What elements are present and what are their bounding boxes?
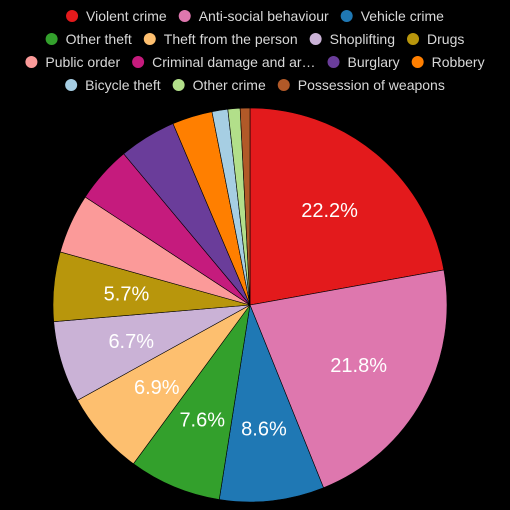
legend-label-drugs: Drugs — [427, 31, 464, 47]
legend-label-violent-crime: Violent crime — [86, 8, 167, 24]
slice-label-shoplifting: 6.7% — [108, 331, 154, 353]
slice-label-violent-crime: 22.2% — [301, 200, 358, 222]
slice-label-theft-from-the-person: 6.9% — [134, 377, 180, 399]
legend-item-criminal-damage-and-ar: Criminal damage and ar… — [132, 54, 316, 70]
legend-marker-vehicle-crime — [340, 10, 353, 22]
legend-label-burglary: Burglary — [348, 54, 400, 70]
legend-item-other-theft: Other theft — [45, 31, 132, 47]
legend-label-possession-of-weapons: Possession of weapons — [298, 77, 445, 93]
legend-label-other-theft: Other theft — [66, 31, 132, 47]
legend-item-vehicle-crime: Vehicle crime — [340, 8, 444, 24]
legend-item-shoplifting: Shoplifting — [309, 31, 395, 47]
legend-label-public-order: Public order — [45, 54, 120, 70]
slice-other-theft — [132, 304, 251, 500]
legend-marker-shoplifting — [309, 33, 322, 45]
legend-marker-drugs — [407, 33, 420, 45]
pie-slices — [52, 107, 448, 503]
legend-marker-anti-social-behaviour — [178, 10, 191, 22]
legend-marker-public-order — [25, 56, 38, 68]
slice-label-anti-social-behaviour: 21.8% — [330, 355, 387, 377]
legend-marker-theft-from-the-person — [143, 33, 156, 45]
slice-label-drugs: 5.7% — [104, 283, 150, 305]
slice-possession-of-weapons — [239, 107, 251, 306]
legend-label-robbery: Robbery — [432, 54, 485, 70]
legend-marker-bicycle-theft — [65, 79, 78, 91]
legend-item-public-order: Public order — [25, 54, 120, 70]
legend-label-other-crime: Other crime — [193, 77, 266, 93]
legend-marker-other-theft — [45, 33, 58, 45]
legend-marker-other-crime — [172, 79, 185, 91]
legend-item-robbery: Robbery — [411, 54, 485, 70]
legend-marker-violent-crime — [66, 10, 79, 22]
legend-item-anti-social-behaviour: Anti-social behaviour — [178, 8, 329, 24]
legend-label-anti-social-behaviour: Anti-social behaviour — [199, 8, 329, 24]
slice-anti-social-behaviour — [249, 269, 448, 489]
legend-marker-possession-of-weapons — [277, 79, 290, 91]
legend-item-bicycle-theft: Bicycle theft — [65, 77, 161, 93]
legend-item-theft-from-the-person: Theft from the person — [143, 31, 298, 47]
legend-item-possession-of-weapons: Possession of weapons — [277, 77, 445, 93]
legend-marker-burglary — [327, 56, 340, 68]
legend-item-drugs: Drugs — [407, 31, 464, 47]
legend-marker-robbery — [411, 56, 424, 68]
slice-vehicle-crime — [218, 303, 324, 503]
legend-label-vehicle-crime: Vehicle crime — [361, 8, 444, 24]
legend-label-shoplifting: Shoplifting — [330, 31, 395, 47]
legend-label-criminal-damage-and-ar: Criminal damage and ar… — [152, 54, 315, 70]
slice-labels: 22.2% 21.8% 8.6% 7.6% 6.9% 6.7% 5.7% — [104, 200, 388, 441]
legend-label-theft-from-the-person: Theft from the person — [164, 31, 298, 47]
slice-violent-crime — [249, 107, 445, 306]
slice-label-vehicle-crime: 8.6% — [241, 418, 287, 440]
legend-item-burglary: Burglary — [327, 54, 400, 70]
legend-item-violent-crime: Violent crime — [66, 8, 167, 24]
legend-label-bicycle-theft: Bicycle theft — [85, 77, 161, 93]
slice-label-other-theft: 7.6% — [179, 410, 225, 432]
legend: Violent crime Anti-social behaviour Vehicl… — [25, 8, 485, 93]
legend-item-other-crime: Other crime — [172, 77, 266, 93]
legend-marker-criminal-damage-and-ar — [132, 56, 145, 68]
